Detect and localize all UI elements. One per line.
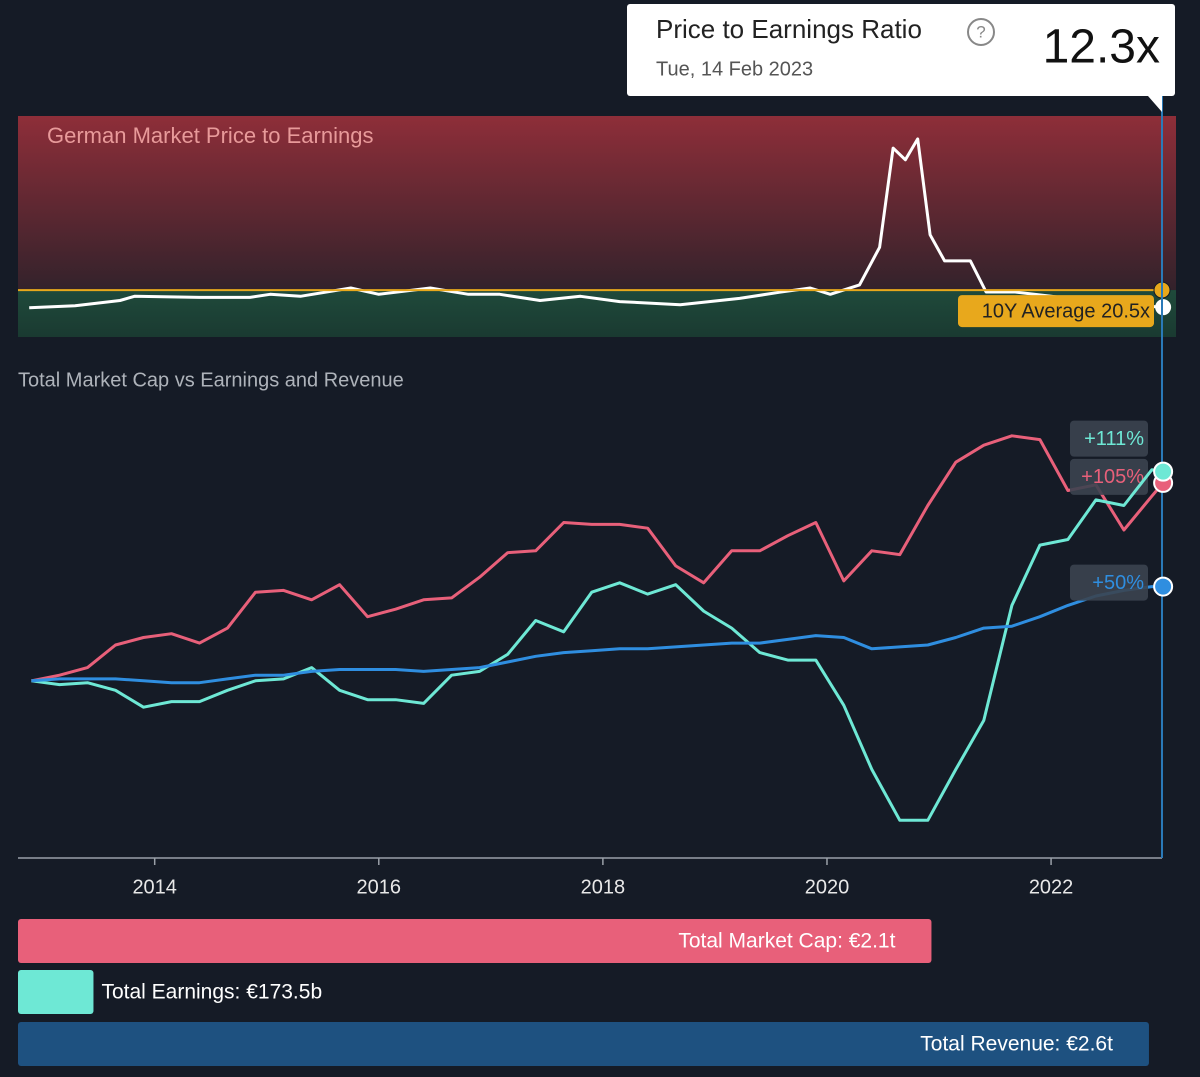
end-label: +111% bbox=[1084, 428, 1144, 450]
series-line bbox=[31, 468, 1164, 822]
average-label: 10Y Average 20.5x bbox=[982, 300, 1150, 322]
total-bar bbox=[18, 919, 932, 963]
help-icon-mark: ? bbox=[976, 22, 985, 41]
tooltip: Price to Earnings Ratio ? Tue, 14 Feb 20… bbox=[627, 4, 1175, 112]
total-bar bbox=[18, 1022, 1149, 1066]
total-label: Total Earnings: €173.5b bbox=[101, 981, 322, 1004]
end-label-box bbox=[1070, 458, 1148, 495]
above-average-zone bbox=[18, 116, 1176, 291]
x-tick-label: 2018 bbox=[581, 876, 626, 898]
end-dot bbox=[1153, 576, 1174, 597]
total-label: Total Market Cap: €2.1t bbox=[678, 930, 895, 953]
end-dot bbox=[1153, 461, 1174, 482]
tooltip-box bbox=[627, 4, 1175, 96]
x-tick-label: 2022 bbox=[1029, 876, 1074, 898]
totals-panel: Total Market Cap: €2.1t Total Earnings: €… bbox=[18, 919, 1149, 1066]
tooltip-title: Price to Earnings Ratio bbox=[656, 14, 922, 44]
x-tick-label: 2014 bbox=[132, 876, 177, 898]
average-label-box bbox=[958, 295, 1154, 328]
chart-title: Total Market Cap vs Earnings and Revenue bbox=[18, 369, 404, 391]
series-line bbox=[29, 137, 1164, 310]
end-label: +105% bbox=[1081, 466, 1144, 488]
help-icon[interactable] bbox=[967, 18, 995, 46]
pe-panel: German Market Price to Earnings 10Y Avera… bbox=[18, 116, 1176, 337]
total-bar bbox=[18, 970, 94, 1014]
end-label-box bbox=[1070, 420, 1148, 457]
chart-title: German Market Price to Earnings bbox=[47, 123, 373, 148]
current-dot bbox=[1155, 299, 1172, 316]
market-panel: Total Market Cap vs Earnings and Revenue… bbox=[18, 96, 1174, 898]
series-line bbox=[31, 434, 1165, 683]
tooltip-value: 12.3x bbox=[1043, 21, 1160, 74]
tooltip-pointer bbox=[1148, 96, 1162, 112]
x-tick-label: 2020 bbox=[805, 876, 850, 898]
total-label: Total Revenue: €2.6t bbox=[920, 1033, 1113, 1056]
series-line bbox=[31, 585, 1164, 685]
end-label-box bbox=[1070, 564, 1148, 601]
x-tick-label: 2016 bbox=[357, 876, 402, 898]
end-label: +50% bbox=[1092, 572, 1144, 594]
tooltip-date: Tue, 14 Feb 2023 bbox=[656, 58, 813, 80]
